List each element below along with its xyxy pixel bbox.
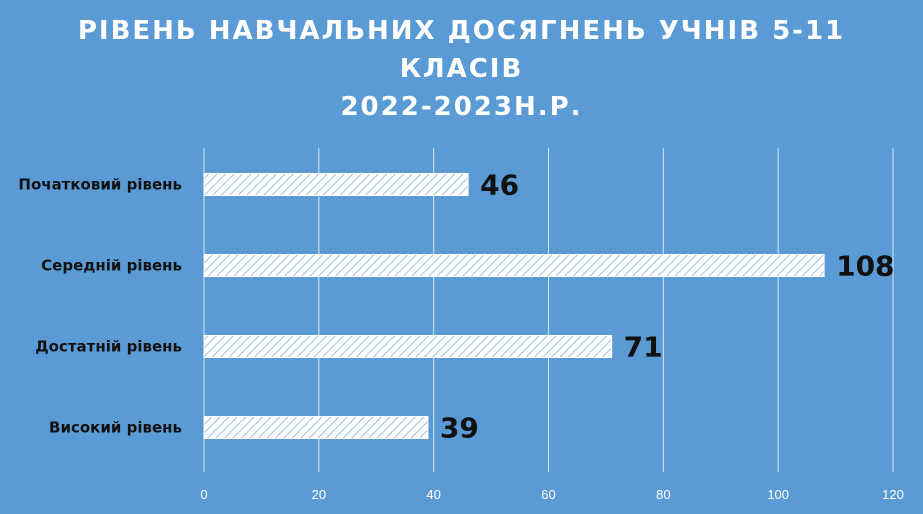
data-label: 39 (440, 412, 479, 445)
data-label: 46 (480, 169, 519, 202)
category-label: Високий рівень (49, 419, 182, 437)
x-tick-label: 100 (767, 487, 789, 502)
data-label: 108 (836, 250, 894, 283)
bar (203, 254, 825, 277)
chart-title-line-3: 2022-2023Н.Р. (340, 92, 583, 122)
chart-title: РІВЕНЬ НАВЧАЛЬНИХ ДОСЯГНЕНЬ УЧНІВ 5-11 К… (0, 12, 923, 126)
x-tick-label: 20 (312, 487, 326, 502)
x-tick-label: 0 (200, 487, 207, 502)
bar (203, 335, 613, 358)
bar (203, 416, 429, 439)
x-tick-label: 80 (656, 487, 670, 502)
x-tick-label: 60 (541, 487, 555, 502)
bar (203, 173, 469, 196)
chart-title-line-2: КЛАСІВ (399, 54, 524, 84)
category-label: Середній рівень (41, 257, 182, 275)
x-tick-label: 120 (882, 487, 904, 502)
x-tick-label: 40 (426, 487, 440, 502)
data-label: 71 (624, 331, 663, 364)
chart-title-line-1: РІВЕНЬ НАВЧАЛЬНИХ ДОСЯГНЕНЬ УЧНІВ 5-11 (77, 16, 846, 46)
category-label: Початковий рівень (18, 176, 182, 194)
category-label: Достатній рівень (35, 338, 182, 356)
